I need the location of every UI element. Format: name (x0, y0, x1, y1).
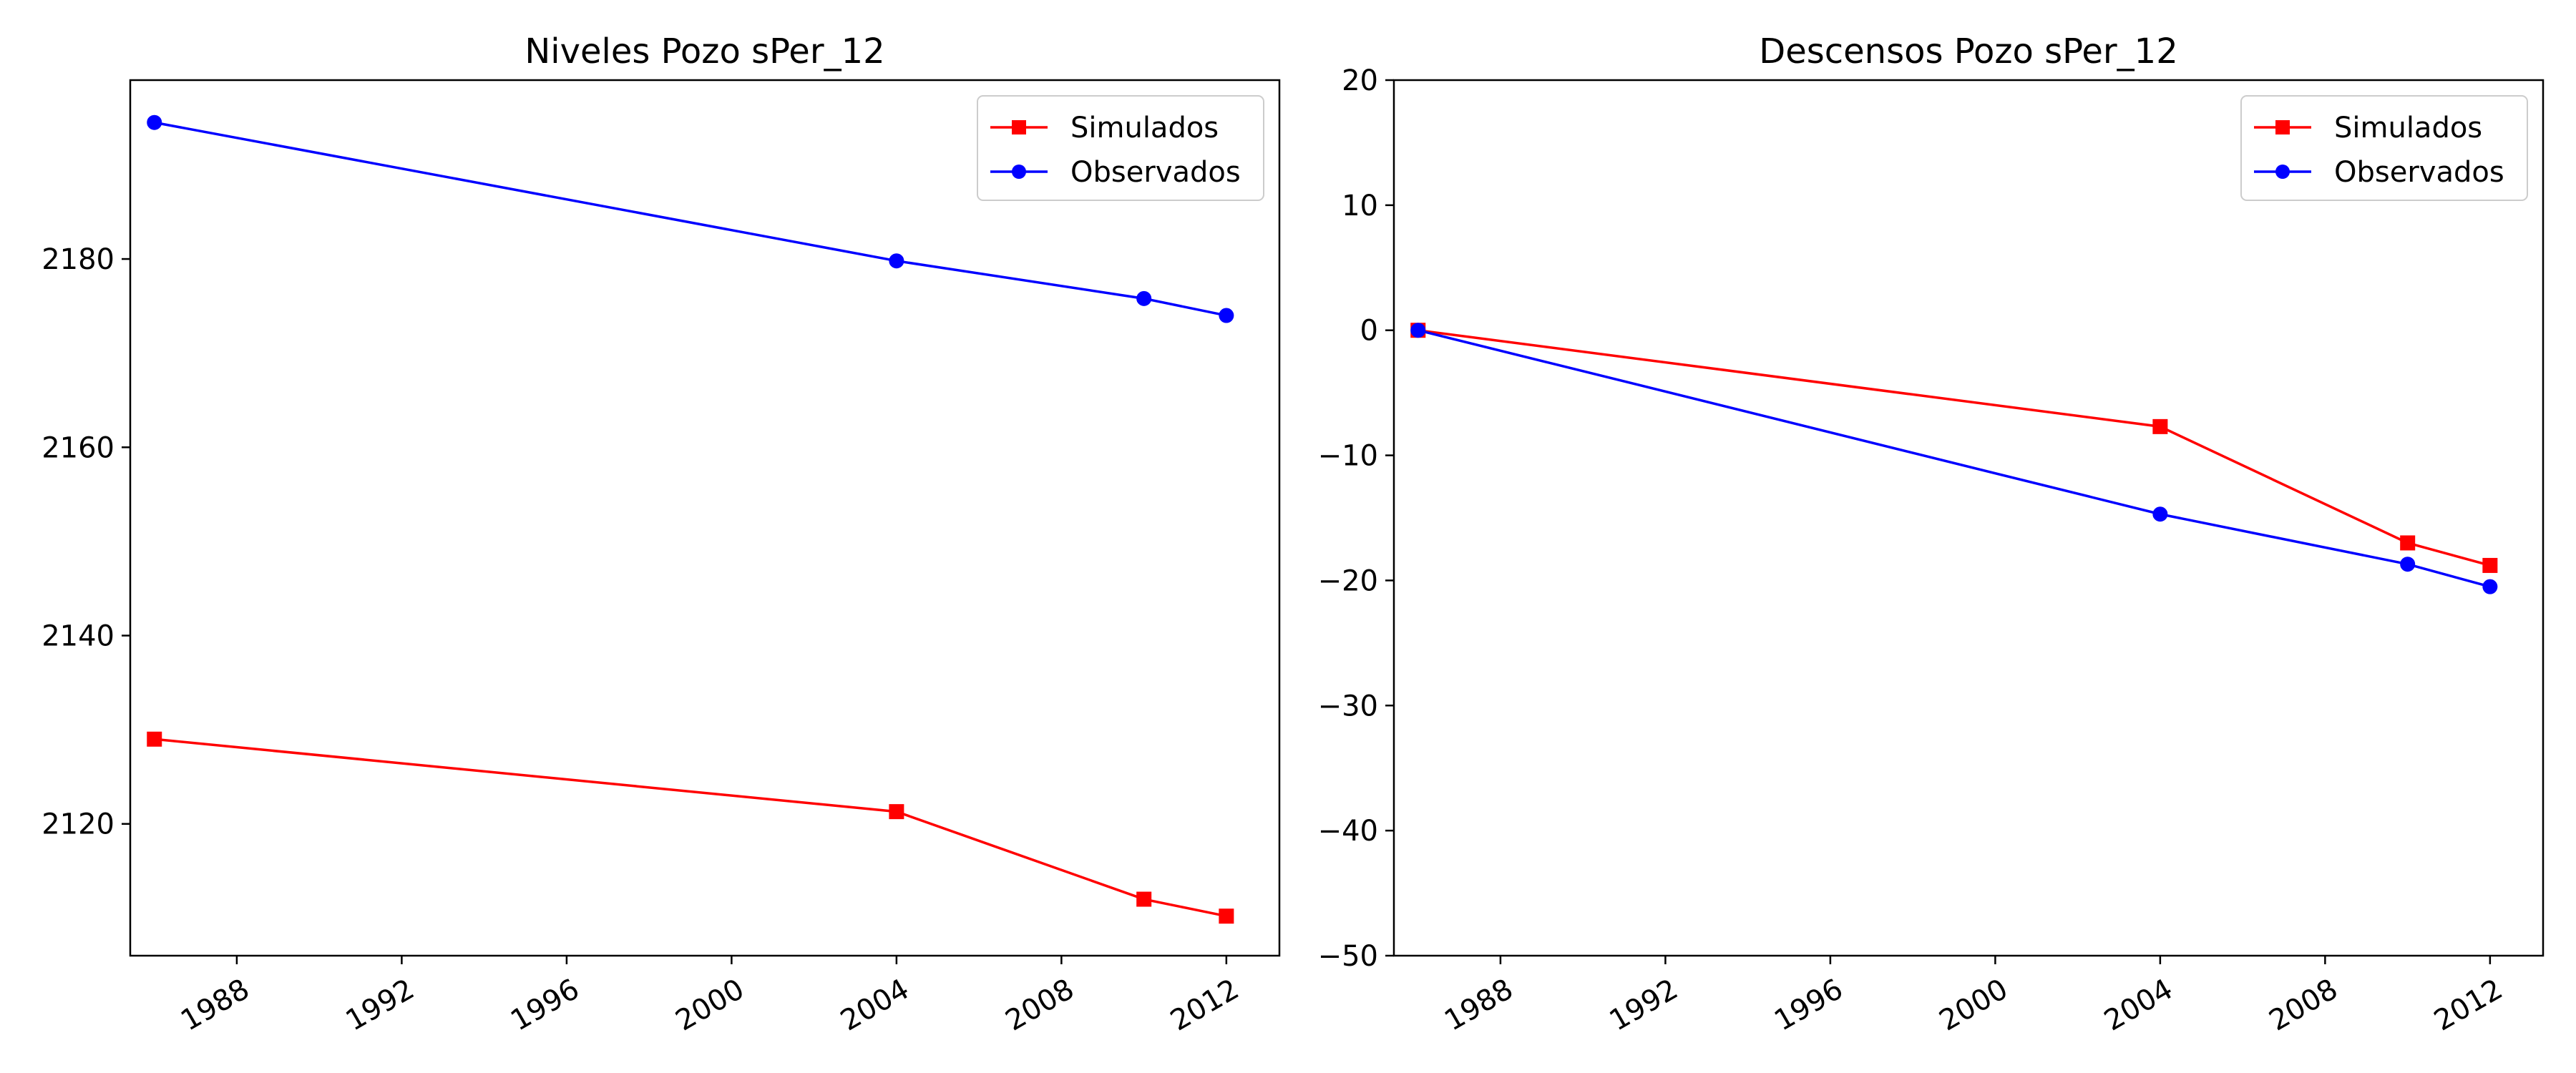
data-point (1410, 323, 1426, 338)
axes-frame (1392, 79, 2545, 957)
data-point (1136, 891, 1152, 907)
y-tick-label: −50 (1318, 940, 1378, 973)
data-point (1219, 308, 1234, 323)
legend-marker (2275, 120, 2290, 134)
data-point (147, 114, 162, 130)
data-point (2152, 418, 2168, 434)
legend-label: Observados (1070, 156, 1241, 189)
y-tick-label: −10 (1318, 440, 1378, 473)
legend-label: Observados (2334, 156, 2504, 189)
series-observados (1410, 323, 2498, 594)
y-tick-label: 2160 (42, 431, 114, 464)
data-point (2482, 579, 2498, 594)
y-tick-label: 0 (1360, 315, 1378, 348)
legend-entry: Observados (990, 156, 1241, 189)
legend-box (2240, 95, 2528, 201)
y-tick-label: 10 (1342, 190, 1378, 222)
series-line (154, 121, 1227, 317)
legend-marker (2275, 165, 2290, 179)
data-point (889, 804, 904, 820)
data-point (889, 253, 904, 269)
series-line (154, 738, 1227, 918)
y-tick-label: −20 (1318, 564, 1378, 597)
data-point (2152, 506, 2168, 522)
y-tick-label: 20 (1342, 64, 1378, 97)
series-group (147, 114, 1234, 924)
y-tick-label: −30 (1318, 690, 1378, 722)
series-observados (147, 114, 1234, 323)
legend-marker (1012, 120, 1026, 134)
legend-label: Simulados (1070, 112, 1219, 144)
y-tick-label: 2140 (42, 620, 114, 653)
data-point (2482, 557, 2498, 573)
series-line (1418, 329, 2491, 588)
y-axis: −50 −40 −30 −20 −10 0 10 20 (1318, 64, 1394, 973)
data-point (1219, 908, 1234, 924)
series-group (1410, 323, 2498, 594)
series-line (1418, 328, 2491, 567)
y-tick-label: −40 (1318, 815, 1378, 848)
data-point (2400, 557, 2416, 572)
axes-frame (129, 79, 1281, 957)
y-tick-label: 2180 (42, 243, 114, 276)
legend-entry: Simulados (2254, 112, 2482, 144)
legend-label: Simulados (2334, 112, 2482, 144)
legend-marker (1012, 165, 1026, 179)
y-tick-label: 2120 (42, 808, 114, 841)
data-point (2400, 535, 2416, 551)
y-axis: 2120 2140 2160 2180 (42, 243, 130, 841)
legend-entry: Simulados (990, 112, 1219, 144)
legend-entry: Observados (2254, 156, 2504, 189)
chart-title: Niveles Pozo sPer_12 (525, 31, 884, 72)
data-point (1136, 290, 1152, 306)
chart-title: Descensos Pozo sPer_12 (1759, 31, 2178, 72)
data-point (147, 731, 162, 747)
legend: Simulados Observados (2240, 95, 2528, 201)
series-simulados (147, 731, 1234, 924)
legend-box (977, 95, 1264, 201)
legend: Simulados Observados (977, 95, 1264, 201)
